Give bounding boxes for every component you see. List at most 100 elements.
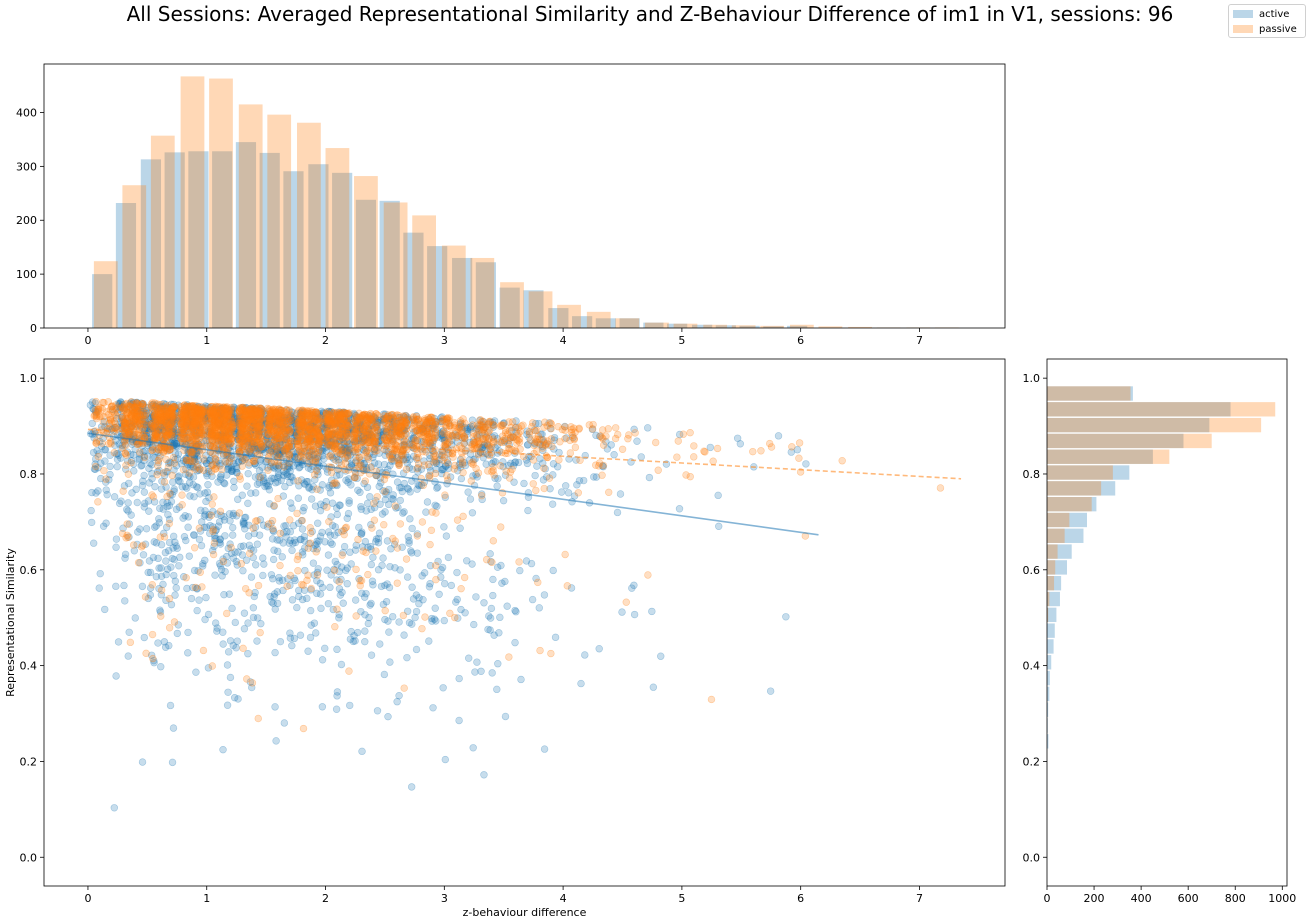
scatter-point-active xyxy=(179,514,187,522)
scatter-point-active xyxy=(346,701,354,710)
scatter-point-active xyxy=(361,637,369,646)
scatter-point-active xyxy=(170,420,178,429)
scatter-point-passive xyxy=(554,423,562,431)
scatter-point-active xyxy=(212,534,220,543)
scatter-point-active xyxy=(253,410,261,418)
scatter-point-active xyxy=(167,563,175,571)
x-histogram-bar-passive xyxy=(238,104,263,328)
scatter-point-active xyxy=(116,402,124,411)
scatter-point-active xyxy=(195,535,204,544)
scatter-point-active xyxy=(323,421,332,429)
scatter-point-active xyxy=(304,647,312,655)
scatter-point-active xyxy=(276,424,284,432)
scatter-point-active xyxy=(288,641,296,650)
scatter-point-active xyxy=(138,582,147,591)
scatter-point-passive xyxy=(333,605,341,613)
scatter-point-active xyxy=(630,610,639,619)
scatter-point-active xyxy=(311,475,319,484)
scatter-point-active xyxy=(110,493,119,501)
scatter-point-passive xyxy=(313,571,322,579)
scatter-point-active xyxy=(157,418,165,426)
scatter-point-active xyxy=(408,436,416,444)
scatter-point-active xyxy=(440,523,448,531)
scatter-point-active xyxy=(501,712,510,721)
scatter-point-active xyxy=(140,456,148,465)
scatter-point-active xyxy=(325,484,333,492)
x-histogram-bar-passive xyxy=(441,245,466,328)
scatter-point-active xyxy=(493,482,501,490)
scatter-point-active xyxy=(117,497,125,505)
scatter-point-active xyxy=(288,546,296,555)
scatter-point-active xyxy=(367,651,376,659)
scatter-point-active xyxy=(192,422,200,430)
scatter-point-active xyxy=(183,484,191,492)
scatter-point-active xyxy=(343,514,351,523)
scatter-point-active xyxy=(616,490,625,498)
scatter-point-passive xyxy=(209,550,218,559)
scatter-point-active xyxy=(193,606,201,615)
scatter-point-active xyxy=(438,563,447,572)
scatter-point-active xyxy=(242,418,250,426)
scatter-point-active xyxy=(613,508,622,517)
scatter-point-active xyxy=(155,519,164,527)
scatter-point-passive xyxy=(707,695,716,704)
scatter-point-active xyxy=(318,703,327,711)
scatter-point-active xyxy=(648,607,656,616)
scatter-point-active xyxy=(146,415,155,423)
scatter-point-active xyxy=(581,651,589,659)
scatter-point-passive xyxy=(351,416,359,424)
scatter-point-active xyxy=(381,615,389,624)
scatter-point-passive xyxy=(458,458,467,466)
scatter-point-passive xyxy=(355,460,363,469)
scatter-point-passive xyxy=(444,413,452,422)
scatter-point-active xyxy=(431,604,439,612)
scatter-point-passive xyxy=(391,502,399,510)
legend-swatch-passive xyxy=(1233,25,1253,33)
scatter-point-active xyxy=(226,412,234,420)
scatter-point-active xyxy=(363,499,372,508)
scatter-point-passive xyxy=(402,465,411,474)
scatter-point-active xyxy=(229,531,237,539)
scatter-point-active xyxy=(290,420,298,428)
scatter-point-active xyxy=(420,569,429,577)
scatter-point-active xyxy=(163,503,171,511)
scatter-point-active xyxy=(511,638,519,647)
scatter-point-active xyxy=(487,604,496,613)
scatter-point-active xyxy=(335,408,344,416)
scatter-point-active xyxy=(251,460,259,468)
scatter-point-passive xyxy=(199,466,208,475)
scatter-point-active xyxy=(251,489,260,497)
scatter-point-active xyxy=(403,573,412,581)
scatter-point-passive xyxy=(157,586,166,595)
scatter-point-active xyxy=(269,599,277,608)
scatter-point-active xyxy=(156,504,164,513)
scatter-point-active xyxy=(501,577,509,586)
scatter-point-active xyxy=(480,771,488,779)
scatter-point-active xyxy=(714,491,722,500)
scatter-point-active xyxy=(318,444,327,452)
scatter-point-passive xyxy=(644,571,652,579)
scatter-point-active xyxy=(145,557,154,565)
scatter-point-active xyxy=(286,634,295,642)
scatter-point-active xyxy=(88,419,96,428)
scatter-point-active xyxy=(358,747,366,756)
scatter-point-active xyxy=(110,804,118,812)
scatter-point-active xyxy=(300,422,308,430)
scatter-point-passive xyxy=(372,547,380,555)
scatter-point-passive xyxy=(276,529,284,537)
scatter-point-active xyxy=(386,658,394,666)
scatter-point-active xyxy=(217,471,225,479)
scatter-point-passive xyxy=(456,442,464,450)
scatter-point-passive xyxy=(351,446,360,454)
x-histogram-bar-passive xyxy=(122,185,147,328)
scatter-point-passive xyxy=(487,443,495,451)
scatter-point-active xyxy=(122,424,131,433)
x-histogram-bar-active xyxy=(235,142,257,328)
scatter-point-passive xyxy=(296,434,304,442)
scatter-point-active xyxy=(271,478,280,487)
x-histogram-bar-active xyxy=(283,171,304,328)
scatter-point-active xyxy=(229,412,238,421)
scatter-point-active xyxy=(633,437,641,445)
scatter-point-active xyxy=(494,660,502,668)
scatter-point-active xyxy=(271,648,279,657)
